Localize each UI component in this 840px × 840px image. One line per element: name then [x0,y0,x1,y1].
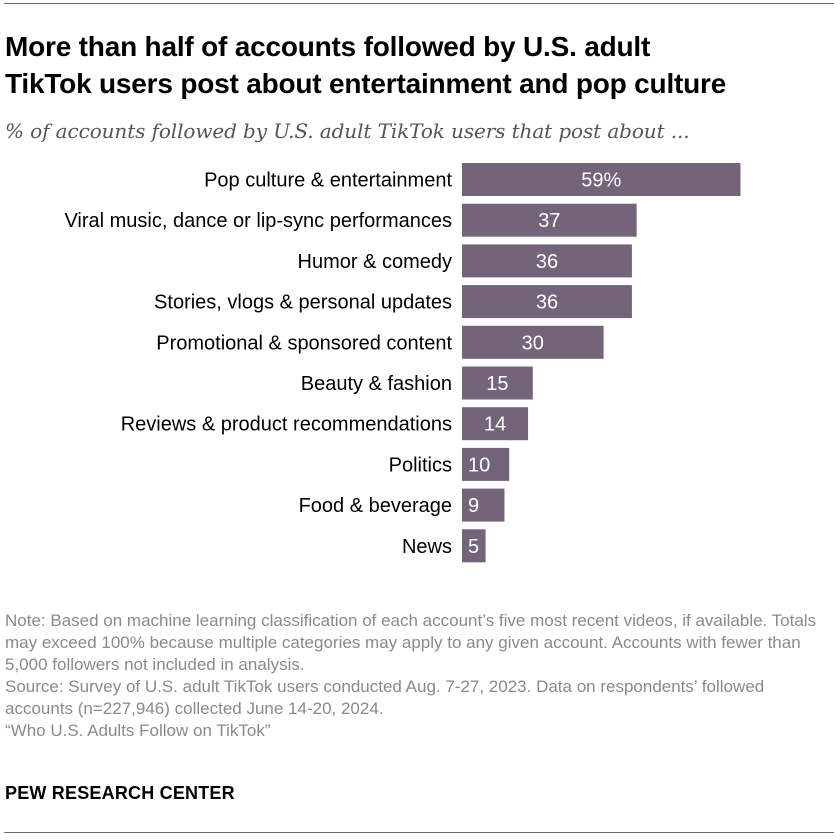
bar [462,325,604,359]
category-label: Stories, vlogs & personal updates [154,292,452,314]
category-label: Pop culture & entertainment [204,170,452,192]
category-label: News [402,536,452,558]
value-label: 37 [538,210,560,232]
bar [462,407,529,441]
bar [462,285,632,319]
bar [462,447,510,481]
source-text: Source: Survey of U.S. adult TikTok user… [5,677,765,718]
chart-title-line-2: TikTok users post about entertainment an… [5,68,727,99]
note-text: Note: Based on machine learning classifi… [5,611,817,674]
bar [462,488,505,522]
value-label: 36 [536,292,558,314]
bar [462,529,486,563]
category-label: Reviews & product recommendations [121,414,452,436]
bar [462,203,637,237]
value-label: 30 [522,332,544,354]
bar-chart: Pop culture & entertainment 59% Viral musi… [64,163,741,563]
category-label: Food & beverage [299,495,452,517]
category-label: Beauty & fashion [301,373,452,395]
bottom-rule [4,832,834,833]
bar [462,163,741,196]
chart-notes: Note: Based on machine learning classifi… [5,610,835,742]
top-rule [4,3,834,4]
category-label: Promotional & sponsored content [156,332,452,354]
chart-title: More than half of accounts followed by U… [5,28,835,102]
chart-subtitle: % of accounts followed by U.S. adult Tik… [5,119,690,143]
bar [462,366,533,400]
category-label: Politics [389,454,452,476]
value-label: 9 [468,495,479,517]
value-label: 10 [468,454,490,476]
value-label: 5 [468,536,479,558]
value-label: 14 [484,414,506,436]
bar [462,244,632,278]
value-label: 36 [536,251,558,273]
value-label: 59% [581,170,621,192]
category-label: Viral music, dance or lip-sync performan… [64,210,452,232]
value-label: 15 [486,373,508,395]
brand-logo-text: PEW RESEARCH CENTER [5,783,235,803]
category-label: Humor & comedy [298,251,453,273]
chart-title-line-1: More than half of accounts followed by U… [5,31,651,62]
report-title: “Who U.S. Adults Follow on TikTok” [5,721,271,740]
